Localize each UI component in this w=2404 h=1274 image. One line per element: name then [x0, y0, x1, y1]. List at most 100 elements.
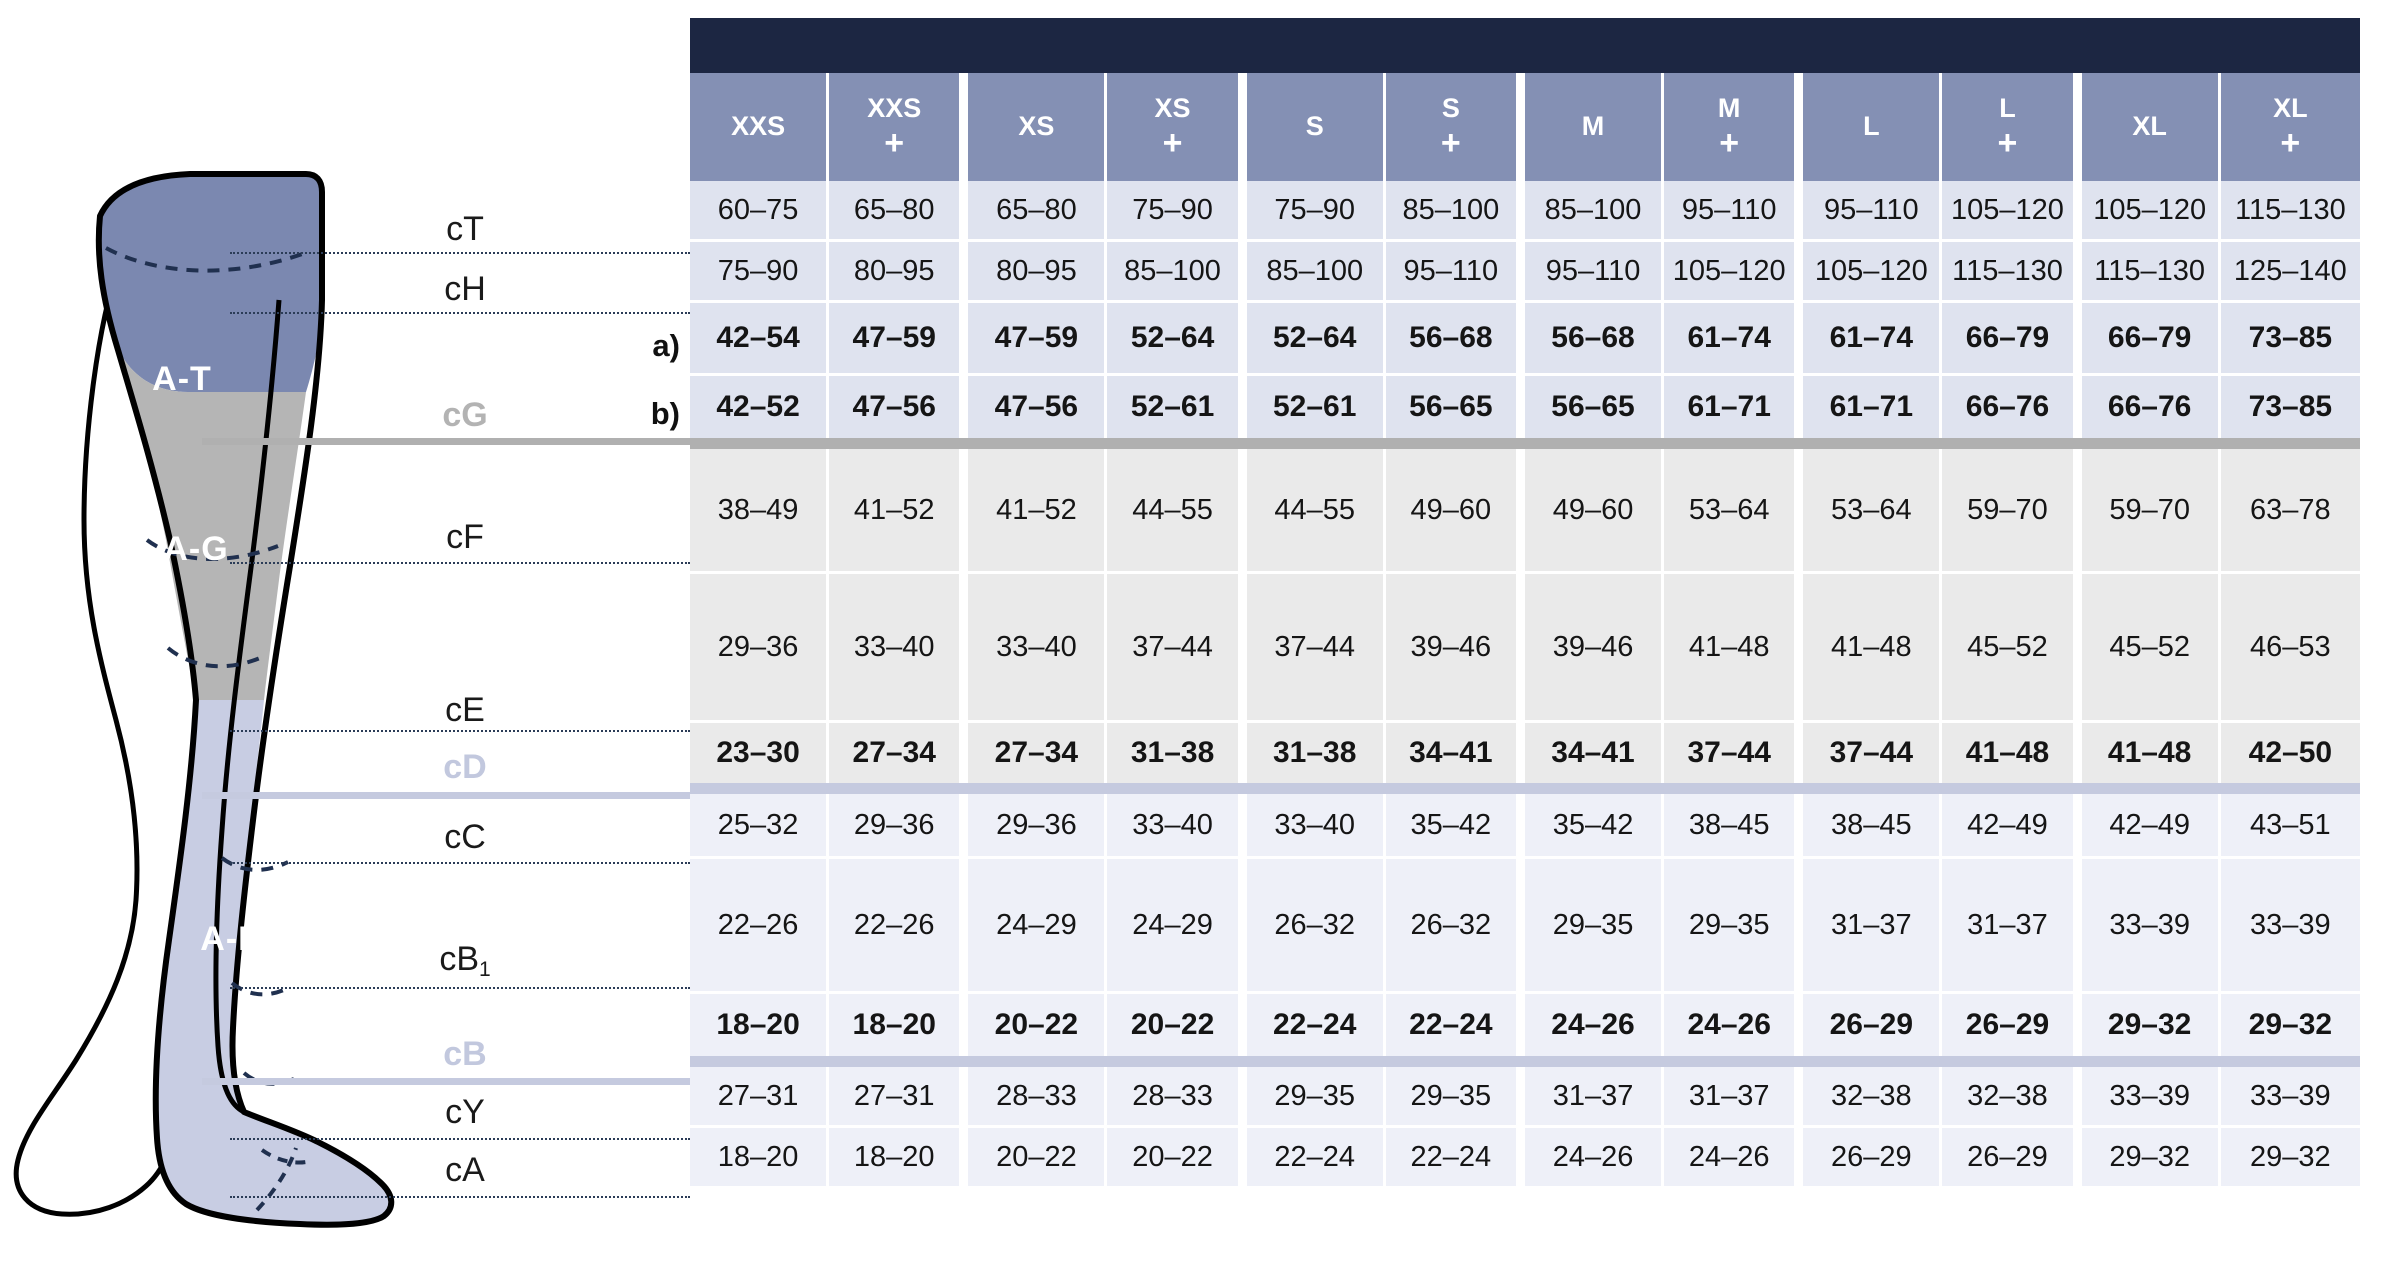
cell-cD-m-plus: 37–44	[1664, 723, 1804, 783]
cell-cG-b-xs: 47–56	[968, 376, 1108, 438]
size-header-label: L	[1863, 111, 1880, 142]
cell-cF-xs: 41–52	[968, 449, 1108, 571]
cell-cB-l: 26–29	[1803, 994, 1943, 1056]
table-row-cH: 75–90 80–95 80–95 85–100 85–100 95–110 95–110 1…	[690, 242, 2360, 300]
row-gap-cell	[690, 571, 2360, 574]
cell-cE-xl-plus: 46–53	[2220, 574, 2360, 720]
cell-cY-s: 29–35	[1246, 1067, 1386, 1125]
cell-cB1-xl: 33–39	[2081, 859, 2221, 991]
row-separator-bar	[690, 783, 2360, 794]
cell-cG-a-xxs: 42–54	[690, 303, 830, 373]
cell-cG-a-xs-plus: 52–64	[1107, 303, 1247, 373]
measurement-label-cG: cG	[442, 396, 488, 434]
cell-cD-s-plus: 34–41	[1385, 723, 1525, 783]
cell-cY-xl-plus: 33–39	[2220, 1067, 2360, 1125]
cell-cB-s-plus: 22–24	[1385, 994, 1525, 1056]
cell-cT-xl-plus: 115–130	[2220, 181, 2360, 239]
size-header-m-plus[interactable]: M +	[1664, 73, 1804, 181]
cell-cC-m-plus: 38–45	[1664, 794, 1804, 856]
cell-cC-s: 33–40	[1246, 794, 1386, 856]
size-header-s[interactable]: S	[1246, 73, 1386, 181]
cell-cC-s-plus: 35–42	[1385, 794, 1525, 856]
cell-cA-s-plus: 22–24	[1385, 1128, 1525, 1186]
row-gap	[690, 1125, 2360, 1128]
size-header-xl[interactable]: XL	[2081, 73, 2221, 181]
cell-cG-a-xxs-plus: 47–59	[829, 303, 969, 373]
cell-cB-m: 24–26	[1524, 994, 1665, 1056]
plus-icon: +	[884, 123, 905, 162]
cell-cG-b-l: 61–71	[1803, 376, 1943, 438]
cell-cB-s: 22–24	[1246, 994, 1386, 1056]
size-header-l-plus[interactable]: L +	[1942, 73, 2082, 181]
size-header-xl-plus[interactable]: XL +	[2220, 73, 2360, 181]
measurement-label-cB: cB	[443, 1035, 487, 1073]
variant-note-a: a)	[652, 328, 680, 363]
cell-cE-m-plus: 41–48	[1664, 574, 1804, 720]
cell-cC-xl: 42–49	[2081, 794, 2221, 856]
table-row-cT: 60–75 65–80 65–80 75–90 75–90 85–100 85–100 95–…	[690, 181, 2360, 239]
cell-cG-b-xxs-plus: 47–56	[829, 376, 969, 438]
cell-cC-xl-plus: 43–51	[2220, 794, 2360, 856]
row-separator-cB	[690, 1056, 2360, 1067]
cell-cC-xs-plus: 33–40	[1107, 794, 1247, 856]
plus-icon: +	[1440, 123, 1461, 162]
cell-cE-l: 41–48	[1803, 574, 1943, 720]
cell-cY-xxs: 27–31	[690, 1067, 830, 1125]
row-gap-cell	[690, 300, 2360, 303]
cell-cB-xs: 20–22	[968, 994, 1108, 1056]
cell-cD-s: 31–38	[1246, 723, 1386, 783]
cell-cC-xxs: 25–32	[690, 794, 830, 856]
cell-cB1-m: 29–35	[1524, 859, 1665, 991]
cell-cC-l: 38–45	[1803, 794, 1943, 856]
cell-cB-xs-plus: 20–22	[1107, 994, 1247, 1056]
cell-cY-l-plus: 32–38	[1942, 1067, 2082, 1125]
size-header-xxs-plus[interactable]: XXS +	[829, 73, 969, 181]
size-header-s-plus[interactable]: S +	[1385, 73, 1525, 181]
leader-line-cT	[230, 252, 690, 254]
cell-cF-m-plus: 53–64	[1664, 449, 1804, 571]
row-gap	[690, 373, 2360, 376]
plus-icon: +	[1997, 123, 2018, 162]
zone-label-a-d: A-D	[200, 920, 263, 958]
plus-icon: +	[1719, 123, 1740, 162]
cell-cG-a-m: 56–68	[1524, 303, 1665, 373]
cell-cD-xxs-plus: 27–34	[829, 723, 969, 783]
cell-cH-xxs-plus: 80–95	[829, 242, 969, 300]
size-header-xs[interactable]: XS	[968, 73, 1108, 181]
table-row-cY: 27–31 27–31 28–33 28–33 29–35 29–35 31–37 31–37…	[690, 1067, 2360, 1125]
size-header-xxs[interactable]: XXS	[690, 73, 830, 181]
cell-cG-a-s-plus: 56–68	[1385, 303, 1525, 373]
row-gap	[690, 300, 2360, 303]
cell-cG-b-s: 52–61	[1246, 376, 1386, 438]
cell-cG-a-xs: 47–59	[968, 303, 1108, 373]
cell-cA-xxs-plus: 18–20	[829, 1128, 969, 1186]
cell-cE-s-plus: 39–46	[1385, 574, 1525, 720]
cell-cH-m: 95–110	[1524, 242, 1665, 300]
cell-cB1-xxs-plus: 22–26	[829, 859, 969, 991]
measurement-label-cE: cE	[445, 691, 485, 729]
cell-cB1-m-plus: 29–35	[1664, 859, 1804, 991]
leader-line-cG	[202, 438, 690, 445]
size-header-xs-plus[interactable]: XS +	[1107, 73, 1247, 181]
row-separator-bar	[690, 438, 2360, 449]
cell-cG-a-xl: 66–79	[2081, 303, 2221, 373]
measurement-label-cY: cY	[445, 1093, 485, 1131]
cell-cD-m: 34–41	[1524, 723, 1665, 783]
plus-icon: +	[2280, 123, 2301, 162]
cell-cE-xs-plus: 37–44	[1107, 574, 1247, 720]
leader-line-cA	[230, 1196, 690, 1198]
cell-cB1-l: 31–37	[1803, 859, 1943, 991]
cell-cY-m: 31–37	[1524, 1067, 1665, 1125]
cell-cE-l-plus: 45–52	[1942, 574, 2082, 720]
cell-cD-xs: 27–34	[968, 723, 1108, 783]
cell-cE-m: 39–46	[1524, 574, 1665, 720]
cell-cG-a-l: 61–74	[1803, 303, 1943, 373]
cell-cT-s: 75–90	[1246, 181, 1386, 239]
size-header-l[interactable]: L	[1803, 73, 1943, 181]
cell-cD-xs-plus: 31–38	[1107, 723, 1247, 783]
cell-cF-xxs-plus: 41–52	[829, 449, 969, 571]
cell-cF-xl: 59–70	[2081, 449, 2221, 571]
cell-cD-xl: 41–48	[2081, 723, 2221, 783]
variant-note-b: b)	[650, 396, 680, 431]
size-header-m[interactable]: M	[1524, 73, 1665, 181]
